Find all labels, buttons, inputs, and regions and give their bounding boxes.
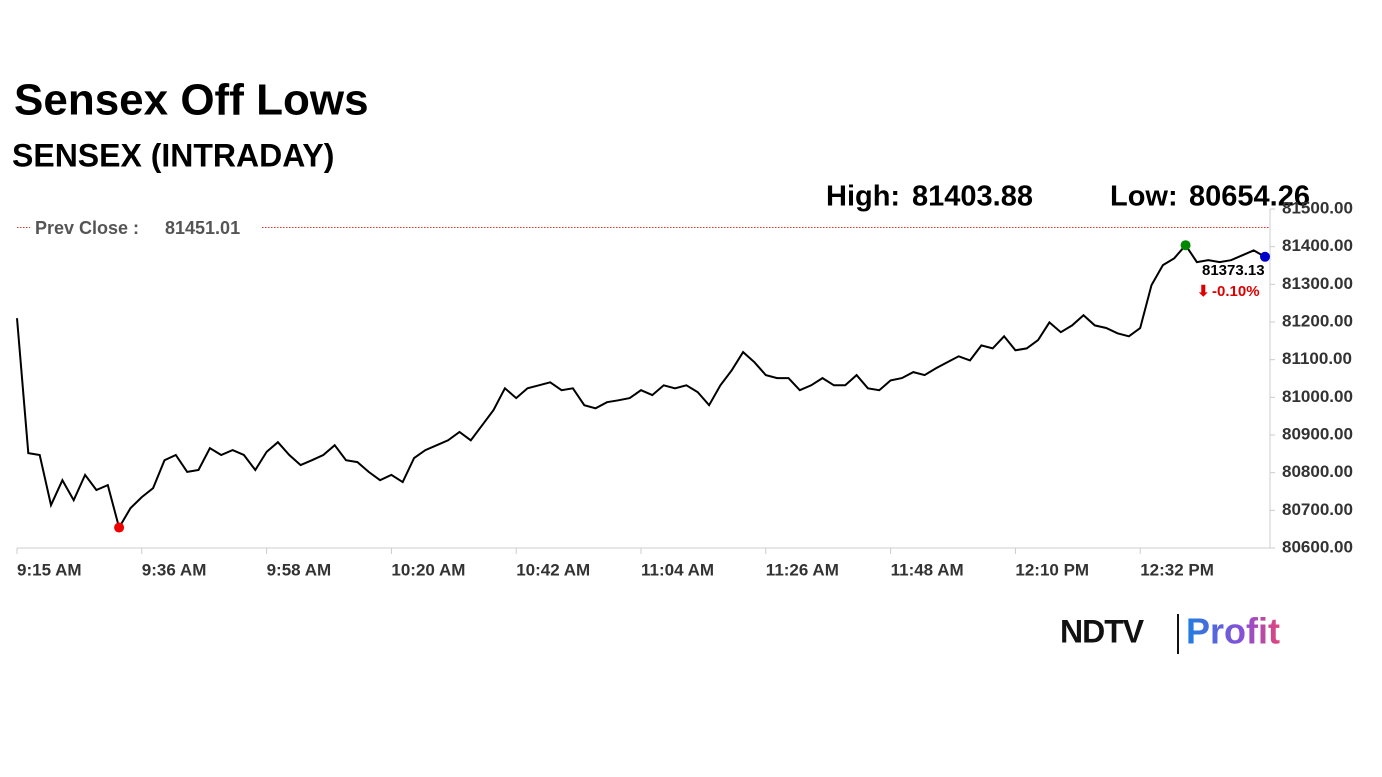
- y-tick-label: 80900.00: [1282, 424, 1353, 443]
- y-tick-label: 81200.00: [1282, 311, 1353, 330]
- change-label: -0.10%: [1212, 283, 1260, 300]
- brand-left: NDTV: [1060, 613, 1145, 649]
- y-tick-label: 81000.00: [1282, 387, 1353, 406]
- low-label: Low:: [1110, 181, 1178, 213]
- x-tick-label: 9:36 AM: [142, 560, 207, 579]
- high-value: 81403.88: [912, 181, 1033, 213]
- y-tick-label: 80700.00: [1282, 500, 1353, 519]
- high-marker: [1180, 240, 1191, 251]
- x-tick-label: 11:04 AM: [641, 560, 714, 579]
- high-label: High:: [826, 181, 900, 213]
- x-tick-label: 9:15 AM: [17, 560, 82, 579]
- x-tick-label: 12:10 PM: [1015, 560, 1089, 579]
- x-tick-label: 12:32 PM: [1140, 560, 1214, 579]
- x-tick-label: 11:48 AM: [891, 560, 964, 579]
- y-tick-label: 80800.00: [1282, 462, 1353, 481]
- x-tick-label: 10:20 AM: [391, 560, 465, 579]
- last-value: 81373.13: [1202, 262, 1265, 279]
- low-marker: [114, 522, 125, 533]
- chart-title: Sensex Off Lows: [14, 76, 369, 125]
- x-tick-label: 10:42 AM: [516, 560, 590, 579]
- prev-close-value: 81451.01: [165, 218, 240, 238]
- y-tick-label: 81300.00: [1282, 274, 1353, 293]
- y-tick-label: 81400.00: [1282, 236, 1353, 255]
- last-marker: [1260, 251, 1270, 262]
- brand-right: Profit: [1186, 611, 1280, 652]
- x-tick-label: 9:58 AM: [267, 560, 332, 579]
- y-tick-label: 80600.00: [1282, 537, 1353, 556]
- prev-close-label: Prev Close :: [35, 218, 139, 238]
- y-tick-label: 81500.00: [1282, 198, 1353, 217]
- y-tick-label: 81100.00: [1282, 349, 1352, 368]
- x-tick-label: 11:26 AM: [766, 560, 839, 579]
- price-line: [16, 243, 1266, 531]
- low-value: 80654.26: [1189, 181, 1310, 213]
- change-arrow: ⬇: [1197, 283, 1210, 300]
- chart-subtitle: SENSEX (INTRADAY): [12, 137, 334, 173]
